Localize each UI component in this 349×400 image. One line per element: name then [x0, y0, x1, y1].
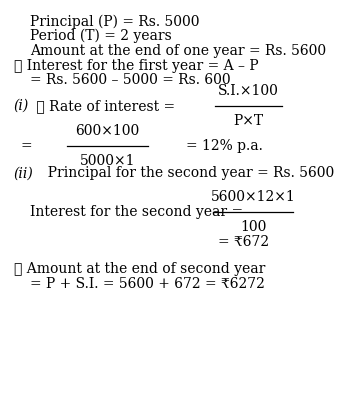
- Text: (ii): (ii): [14, 166, 34, 180]
- Text: = P + S.I. = 5600 + 672 = ₹6272: = P + S.I. = 5600 + 672 = ₹6272: [30, 277, 265, 291]
- Text: 5600×12×1: 5600×12×1: [211, 190, 296, 204]
- Text: 600×100: 600×100: [75, 124, 140, 138]
- Text: ∴ Amount at the end of second year: ∴ Amount at the end of second year: [14, 262, 265, 276]
- Text: P×T: P×T: [233, 114, 263, 128]
- Text: 100: 100: [240, 220, 266, 234]
- Text: Interest for the second year =: Interest for the second year =: [30, 205, 248, 219]
- Text: Principal for the second year = Rs. 5600: Principal for the second year = Rs. 5600: [39, 166, 334, 180]
- Text: S.I.×100: S.I.×100: [218, 84, 279, 98]
- Text: = 12% p.a.: = 12% p.a.: [186, 139, 263, 153]
- Text: = ₹672: = ₹672: [218, 235, 269, 249]
- Text: 5000×1: 5000×1: [80, 154, 135, 168]
- Text: (i): (i): [14, 99, 29, 113]
- Text: ∴ Rate of interest =: ∴ Rate of interest =: [32, 99, 180, 113]
- Text: = Rs. 5600 – 5000 = Rs. 600: = Rs. 5600 – 5000 = Rs. 600: [30, 73, 231, 87]
- Text: Amount at the end of one year = Rs. 5600: Amount at the end of one year = Rs. 5600: [30, 44, 327, 58]
- Text: Period (T) = 2 years: Period (T) = 2 years: [30, 29, 172, 43]
- Text: Principal (P) = Rs. 5000: Principal (P) = Rs. 5000: [30, 14, 200, 29]
- Text: ∴ Interest for the first year = A – P: ∴ Interest for the first year = A – P: [14, 58, 258, 72]
- Text: =: =: [20, 139, 32, 153]
